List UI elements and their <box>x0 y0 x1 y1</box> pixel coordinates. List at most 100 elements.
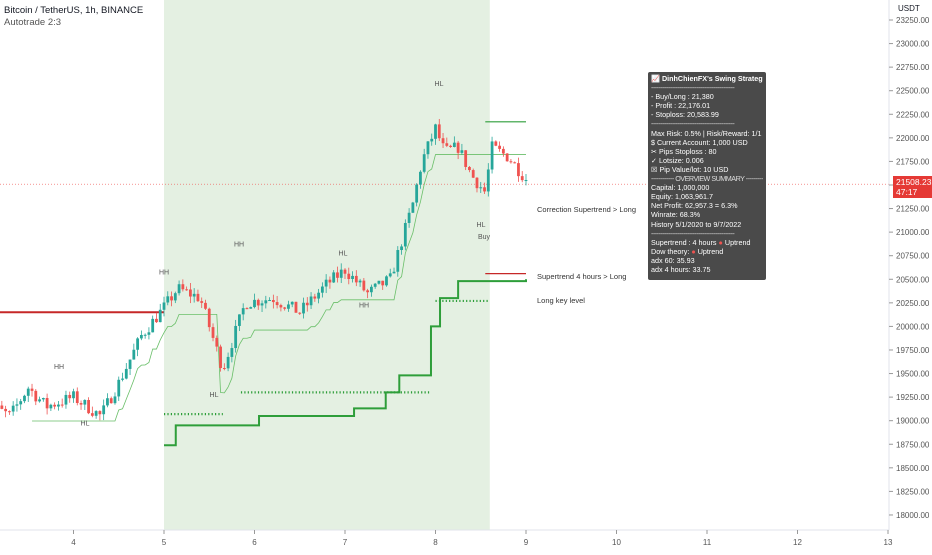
price-tick-label: 23250.00 <box>896 16 930 25</box>
candle-body <box>509 161 513 163</box>
pipvalue-line: ☒ Pip Value/lot: 10 USD <box>651 164 729 174</box>
candle-body <box>4 408 8 412</box>
candle-body <box>358 280 362 283</box>
candle-body <box>490 141 494 170</box>
candle-body <box>79 403 83 405</box>
pips-line: ✂ Pips Stoploss : 80 <box>651 146 717 156</box>
candle-body <box>200 301 204 303</box>
candle-body <box>64 394 68 405</box>
panel-title: 📈 DinhChienFX's Swing Strategy <box>651 74 763 83</box>
candle-body <box>324 279 328 287</box>
lotsize-line: ✓ Lotsize: 0.006 <box>651 155 704 165</box>
candle-body <box>392 271 396 274</box>
candle-body <box>155 318 158 323</box>
equity-line: Equity: 1,063,961.7 <box>651 192 713 202</box>
candle-body <box>486 169 490 192</box>
candle-body <box>283 307 287 309</box>
candle-body <box>87 399 90 414</box>
time-tick-label: 13 <box>884 538 893 547</box>
currency-label: USDT <box>898 4 920 13</box>
candle-body <box>415 184 419 203</box>
candle-body <box>124 368 128 379</box>
candle-body <box>260 303 264 306</box>
net-profit-line: Net Profit: 62,957.3 = 6.3% <box>651 201 738 211</box>
candle-body <box>15 404 19 406</box>
price-tick-label: 18250.00 <box>896 487 930 496</box>
candle-body <box>381 280 385 286</box>
swing-label: HH <box>159 270 169 277</box>
time-tick-label: 10 <box>612 538 621 547</box>
correction-supertrend <box>32 154 526 422</box>
candle-body <box>362 280 366 291</box>
bar-countdown: 47:17 <box>896 187 918 197</box>
candle-body <box>524 180 528 182</box>
candle-body <box>11 405 15 412</box>
candle-body <box>302 302 305 314</box>
candle-body <box>215 337 219 347</box>
candle-body <box>332 272 336 283</box>
candle-body <box>249 307 253 309</box>
candle-body <box>426 141 430 155</box>
candle-body <box>72 391 75 399</box>
candle-body <box>106 398 109 406</box>
candle-body <box>264 300 268 304</box>
candle-body <box>483 187 486 192</box>
time-tick-label: 7 <box>343 538 348 547</box>
chart-labels: HH HL HH HL HH HL HH HL HL Buy Correction Supertre… <box>54 81 636 427</box>
dow-state: Uptrend <box>697 246 724 256</box>
dow-line: Dow theory: ● Uptrend <box>651 247 763 256</box>
candle-body <box>268 300 271 302</box>
candle-body <box>449 145 452 147</box>
candle-body <box>162 302 166 310</box>
adx4h-line: adx 4 hours: 33.75 <box>651 264 711 274</box>
axis-bg <box>889 0 932 530</box>
trade-entry: - Buy/Long : 21,380 <box>651 92 714 102</box>
price-tick-label: 22250.00 <box>896 110 930 119</box>
candle-body <box>517 163 520 177</box>
candle-body <box>188 289 192 297</box>
candle-body <box>354 275 358 283</box>
candle-body <box>41 398 45 400</box>
candle-body <box>98 411 102 415</box>
time-tick-label: 5 <box>162 538 167 547</box>
candle-body <box>351 275 354 279</box>
candle-body <box>238 314 241 326</box>
price-tick-label: 20500.00 <box>896 275 930 284</box>
candle-body <box>305 302 309 306</box>
candle-body <box>49 404 53 409</box>
swing-label: HL <box>435 81 444 88</box>
price-tick-label: 21750.00 <box>896 157 930 166</box>
dow-label: Dow theory: <box>651 246 690 256</box>
price-tick-label: 20250.00 <box>896 299 930 308</box>
candle-body <box>498 145 502 149</box>
candle-body <box>177 284 181 294</box>
swing-label: HH <box>359 303 369 310</box>
line-label: Supertrend 4 hours > Long <box>537 272 626 281</box>
swing-label: HL <box>81 420 90 427</box>
swing-label: HH <box>54 364 64 371</box>
candle-body <box>441 138 445 144</box>
candle-body <box>294 301 298 313</box>
candle-body <box>501 148 505 154</box>
trade-stoploss: - Stoploss: 20,583.99 <box>651 110 719 120</box>
price-axis: 23250.00 23000.00 22750.00 22500.00 22250.00… <box>888 0 932 530</box>
time-tick-label: 11 <box>703 538 712 547</box>
candle-body <box>102 405 106 415</box>
candle-body <box>147 332 151 335</box>
candle-body <box>373 283 377 287</box>
winrate-line: Winrate: 68.3% <box>651 210 701 220</box>
price-tick-label: 21250.00 <box>896 205 930 214</box>
candle-body <box>219 346 222 369</box>
buy-label: Buy <box>478 234 491 241</box>
price-tick-label: 21000.00 <box>896 228 930 237</box>
supertrend-label: Supertrend : 4 hours <box>651 237 717 247</box>
adx60-line: adx 60: 35.93 <box>651 255 695 265</box>
candle-body <box>241 308 245 315</box>
last-price: 21508.23 <box>896 177 932 187</box>
candle-body <box>452 142 456 147</box>
candle-body <box>222 368 226 370</box>
candle-body <box>245 308 249 310</box>
symbol-title: Bitcoin / TetherUS, 1h, BINANCE <box>4 5 144 16</box>
